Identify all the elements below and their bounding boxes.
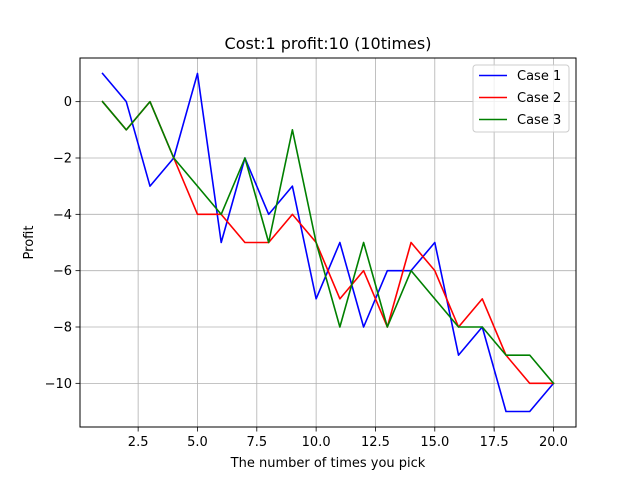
legend: Case 1 Case 2 Case 3 [472,64,570,133]
x-tick-label: 10.0 [302,435,331,450]
x-tick-label: 15.0 [420,435,449,450]
y-axis-label: Profit [22,226,37,260]
x-tick-label: 5.0 [187,435,208,450]
x-tick-label: 12.5 [361,435,390,450]
x-axis-label: The number of times you pick [230,456,426,471]
legend-label-case-3: Case 3 [517,113,561,128]
y-axis-ticks: 0 −2 −4 −6 −8 −10 [45,95,80,392]
legend-box [472,64,570,133]
y-tick-label: −4 [53,208,72,223]
x-tick-label: 7.5 [246,435,267,450]
x-tick-label: 2.5 [128,435,149,450]
x-axis-ticks: 2.5 5.0 7.5 10.0 12.5 15.0 17.5 20.0 [128,427,568,450]
legend-items: Case 1 Case 2 Case 3 [479,69,561,128]
x-tick-label: 20.0 [539,435,568,450]
x-tick-label: 17.5 [480,435,509,450]
y-tick-label: 0 [64,95,72,110]
y-tick-label: −10 [45,377,72,392]
y-tick-label: −6 [53,264,72,279]
legend-label-case-1: Case 1 [517,69,561,84]
chart-title: Cost:1 profit:10 (10times) [225,34,432,53]
y-tick-label: −8 [53,321,72,336]
legend-label-case-2: Case 2 [517,91,561,106]
series-lines [101,72,555,413]
series-line-case-3 [101,100,555,385]
plot-area-frame [79,57,577,428]
series-line-case-2 [101,100,555,385]
y-tick-label: −2 [53,151,72,166]
